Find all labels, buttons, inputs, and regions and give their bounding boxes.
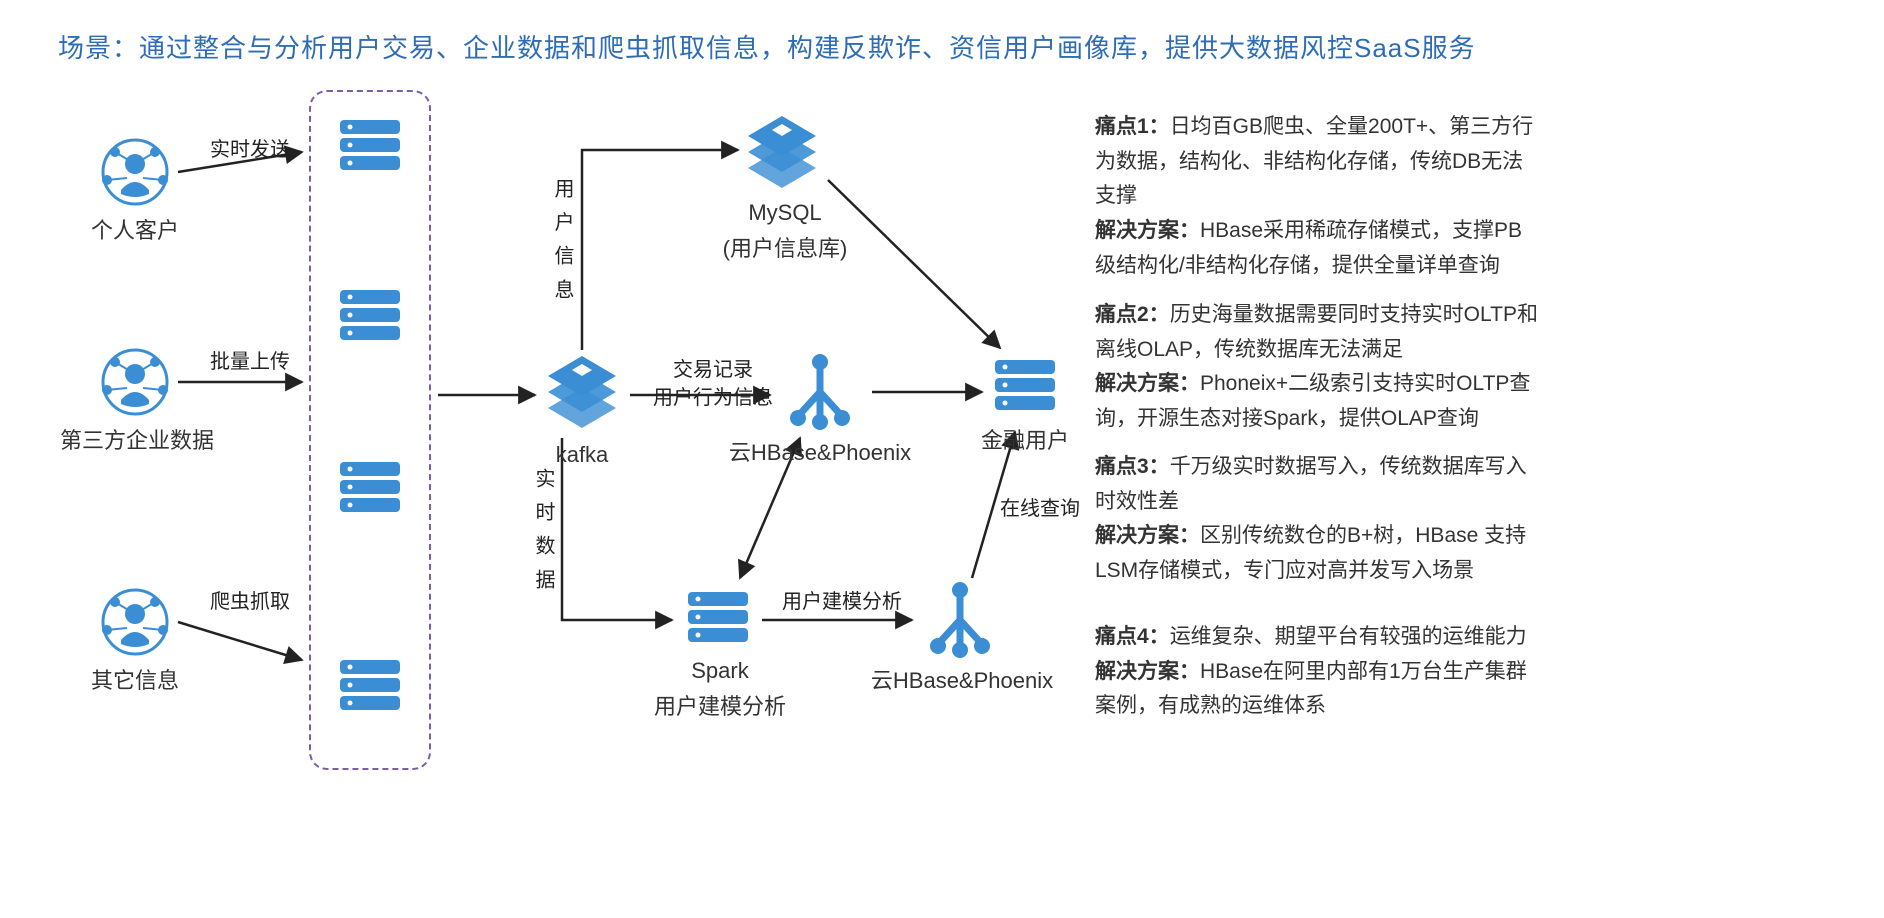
hbase-center-label: 云HBase&Phoenix [720, 432, 920, 468]
enterprise-user-icon [102, 350, 168, 414]
edge-label-modeling: 用户建模分析 [782, 588, 902, 616]
hbase-bottom-label: 云HBase&Phoenix [862, 660, 1062, 696]
hbase-center-icon [790, 354, 850, 430]
kafka-icon [548, 356, 616, 428]
personal-user-icon [102, 140, 168, 204]
storage-group-box [309, 90, 431, 770]
edge-label-online-query: 在线查询 [1000, 495, 1080, 523]
pain-point-3: 痛点3：千万级实时数据写入，传统数据库写入时效性差 解决方案：区别传统数仓的B+… [1095, 450, 1540, 589]
spark-label: Spark 用户建模分析 [640, 650, 800, 721]
finance-icon [995, 360, 1055, 410]
edge-label-realtime-send: 实时发送 [210, 136, 290, 164]
pain-point-1: 痛点1：日均百GB爬虫、全量200T+、第三方行为数据，结构化、非结构化存储，传… [1095, 110, 1540, 283]
pain-point-2: 痛点2：历史海量数据需要同时支持实时OLTP和离线OLAP，传统数据库无法满足 … [1095, 298, 1540, 437]
edge-label-realtime-data: 实 时 数 据 [529, 468, 557, 593]
edge-label-userinfo: 用 户 信 息 [548, 178, 576, 303]
finance-label: 金融用户 [980, 420, 1070, 456]
mysql-label: MySQL (用户信息库) [700, 192, 870, 263]
mysql-icon [748, 116, 816, 188]
other-user-icon [102, 590, 168, 654]
spark-icon [688, 592, 748, 642]
pain-point-4: 痛点4：运维复杂、期望平台有较强的运维能力 解决方案：HBase在阿里内部有1万… [1095, 620, 1540, 724]
scenario-title: 场景：通过整合与分析用户交易、企业数据和爬虫抓取信息，构建反欺诈、资信用户画像库… [58, 28, 1476, 65]
edge-label-txn-behavior: 交易记录 用户行为信息 [648, 356, 778, 412]
edge-label-batch-upload: 批量上传 [210, 348, 290, 376]
arrow-other-storage [178, 622, 302, 660]
hbase-bottom-icon [930, 582, 990, 658]
enterprise-label: 第三方企业数据 [60, 420, 210, 456]
other-label: 其它信息 [90, 660, 180, 696]
personal-label: 个人客户 [90, 210, 180, 246]
edge-label-crawler: 爬虫抓取 [210, 588, 290, 616]
kafka-label: kafka [552, 434, 612, 470]
